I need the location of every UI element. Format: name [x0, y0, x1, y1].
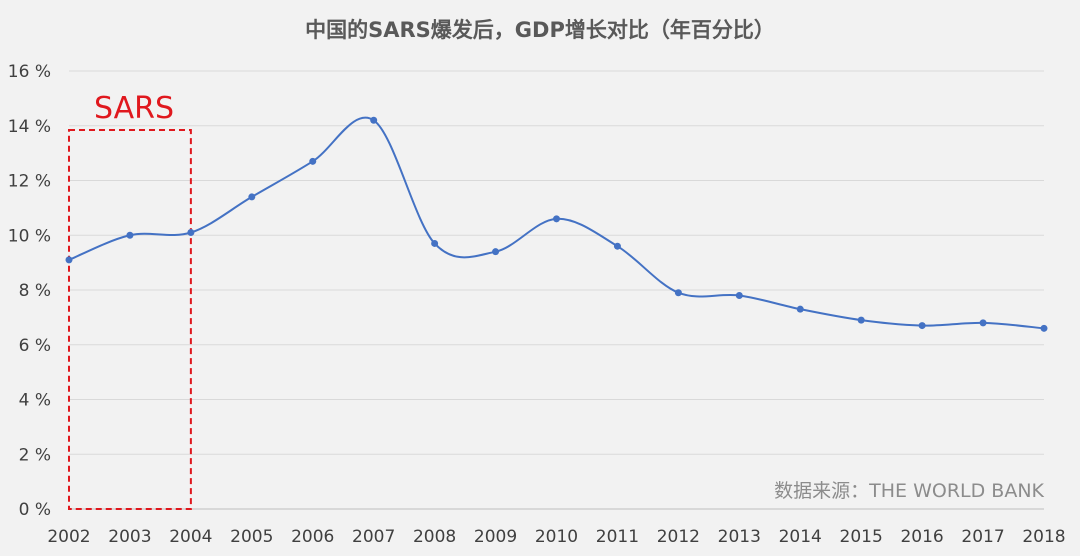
y-tick-label: 14 % [8, 117, 51, 137]
y-tick-label: 12 % [8, 172, 51, 192]
data-point [918, 322, 926, 330]
x-tick-label: 2010 [535, 527, 578, 547]
x-tick-label: 2007 [352, 527, 395, 547]
sars-highlight-box [68, 129, 192, 510]
x-tick-label: 2009 [474, 527, 517, 547]
data-point [796, 305, 804, 313]
data-point [674, 289, 682, 297]
data-point [309, 157, 317, 165]
data-point [1040, 324, 1048, 332]
x-tick-label: 2018 [1022, 527, 1065, 547]
chart-title: 中国的SARS爆发后，GDP增长对比（年百分比） [305, 18, 775, 42]
x-tick-label: 2012 [657, 527, 700, 547]
data-point [553, 215, 560, 223]
data-point [979, 319, 987, 327]
series-line [68, 116, 1045, 330]
data-point [187, 229, 195, 237]
data-point [65, 256, 73, 264]
x-tick-label: 2003 [108, 527, 151, 547]
data-point [492, 248, 500, 256]
sars-label: SARS [94, 91, 174, 126]
x-tick-label: 2016 [900, 527, 943, 547]
x-tick-label: 2008 [413, 527, 456, 547]
data-point [431, 239, 439, 247]
y-tick-label: 10 % [8, 226, 51, 246]
y-tick-label: 0 % [19, 500, 51, 520]
y-tick-label: 2 % [19, 445, 51, 465]
x-tick-label: 2014 [779, 527, 822, 547]
x-tick-label: 2011 [596, 527, 639, 547]
x-tick-label: 2002 [47, 527, 90, 547]
y-tick-label: 16 % [8, 62, 51, 82]
data-point [126, 231, 134, 239]
y-tick-label: 6 % [19, 336, 51, 356]
y-tick-label: 4 % [19, 391, 51, 411]
data-point [613, 242, 621, 250]
data-point [370, 116, 378, 124]
data-point [248, 193, 256, 201]
x-tick-label: 2013 [718, 527, 761, 547]
x-tick-label: 2006 [291, 527, 334, 547]
x-tick-label: 2004 [169, 527, 212, 547]
data-point [735, 291, 743, 299]
y-tick-label: 8 % [19, 281, 51, 301]
source-note: 数据来源：THE WORLD BANK [774, 480, 1044, 502]
x-tick-label: 2005 [230, 527, 273, 547]
data-point [857, 316, 865, 324]
x-tick-label: 2015 [840, 527, 883, 547]
x-tick-label: 2017 [961, 527, 1004, 547]
